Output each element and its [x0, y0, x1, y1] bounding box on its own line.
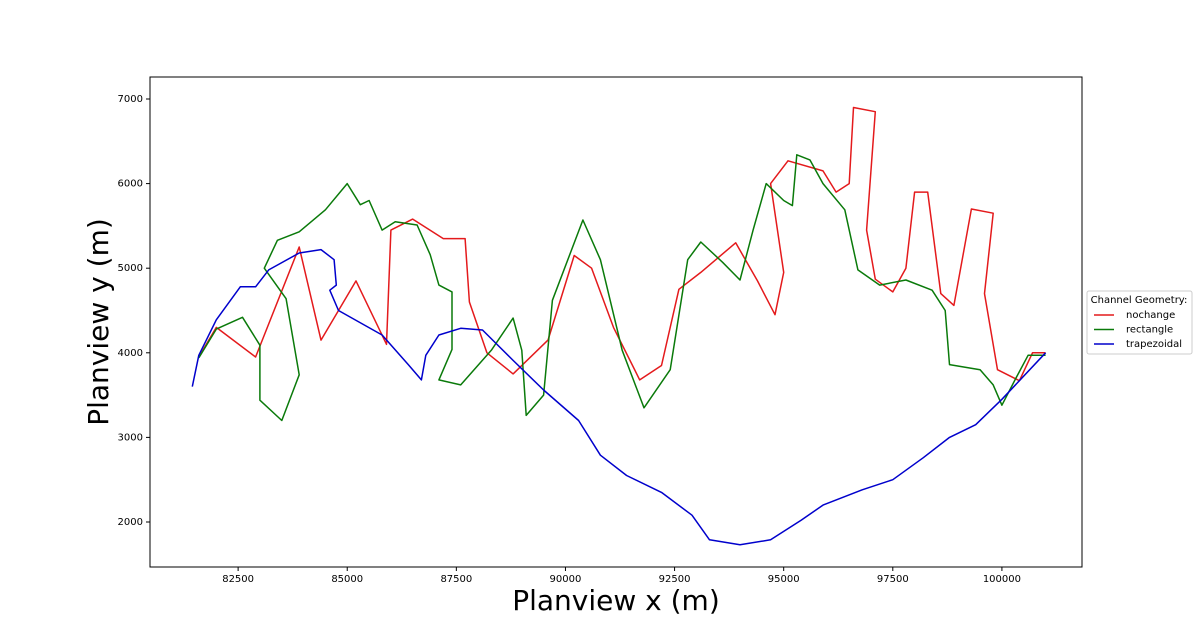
y-tick-label: 6000 [118, 179, 143, 190]
legend-title: Channel Geometry: [1091, 295, 1188, 306]
x-tick-label: 85000 [331, 574, 363, 585]
x-axis-label: Planview x (m) [512, 584, 720, 617]
x-tick-label: 82500 [222, 574, 254, 585]
y-tick-label: 5000 [118, 263, 143, 274]
legend-label: trapezoidal [1126, 339, 1182, 350]
legend-box [1086, 290, 1193, 355]
series-line [198, 106, 1046, 382]
x-tick-label: 100000 [983, 574, 1021, 585]
legend-label: nochange [1126, 310, 1175, 321]
x-tick-label: 87500 [440, 574, 472, 585]
x-tick-label: 95000 [768, 574, 800, 585]
x-tick-label: 97500 [877, 574, 909, 585]
y-tick-label: 4000 [118, 348, 143, 359]
y-tick-label: 2000 [118, 517, 143, 528]
plot-frame [149, 76, 1083, 568]
x-tick-label: 90000 [550, 574, 582, 585]
series-line [191, 248, 1047, 546]
x-tick-label: 92500 [659, 574, 691, 585]
y-axis-label: Planview y (m) [82, 218, 115, 426]
series-line [198, 154, 1046, 422]
legend-label: rectangle [1126, 325, 1173, 336]
y-tick-label: 7000 [118, 94, 143, 105]
y-tick-label: 3000 [118, 432, 143, 443]
